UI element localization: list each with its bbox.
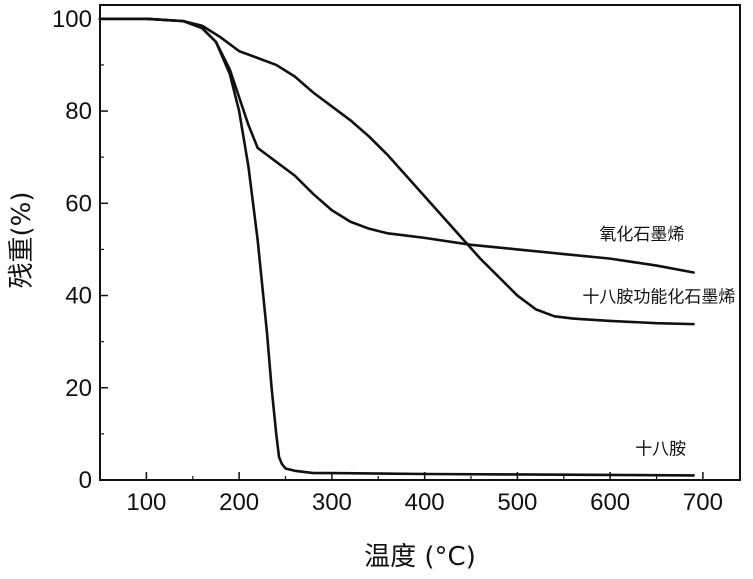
- y-tick-label-60: 60: [65, 190, 92, 217]
- axis-ticks: [100, 19, 703, 480]
- series-label-1: 氧化石墨烯: [599, 225, 684, 245]
- y-tick-label-0: 0: [79, 467, 92, 494]
- x-tick-label-400: 400: [405, 489, 445, 516]
- series-line-3: [100, 19, 694, 476]
- series-labels: 氧化石墨烯十八胺功能化石墨烯十八胺: [582, 225, 735, 459]
- y-tick-label-80: 80: [65, 98, 92, 125]
- series-line-2: [100, 19, 694, 324]
- x-tick-label-300: 300: [312, 489, 352, 516]
- x-tick-label-200: 200: [219, 489, 259, 516]
- x-tick-label-700: 700: [683, 489, 723, 516]
- x-tick-label-100: 100: [126, 489, 166, 516]
- y-tick-label-100: 100: [52, 6, 92, 33]
- y-tick-label-20: 20: [65, 375, 92, 402]
- x-tick-label-600: 600: [590, 489, 630, 516]
- series-lines: [100, 19, 694, 476]
- y-tick-label-40: 40: [65, 283, 92, 310]
- series-label-3: 十八胺: [635, 440, 686, 460]
- x-tick-label-500: 500: [497, 489, 537, 516]
- series-label-2: 十八胺功能化石墨烯: [582, 287, 735, 307]
- x-axis-title: 温度 (°C): [364, 542, 476, 572]
- y-axis-title: 残重(%): [7, 192, 37, 289]
